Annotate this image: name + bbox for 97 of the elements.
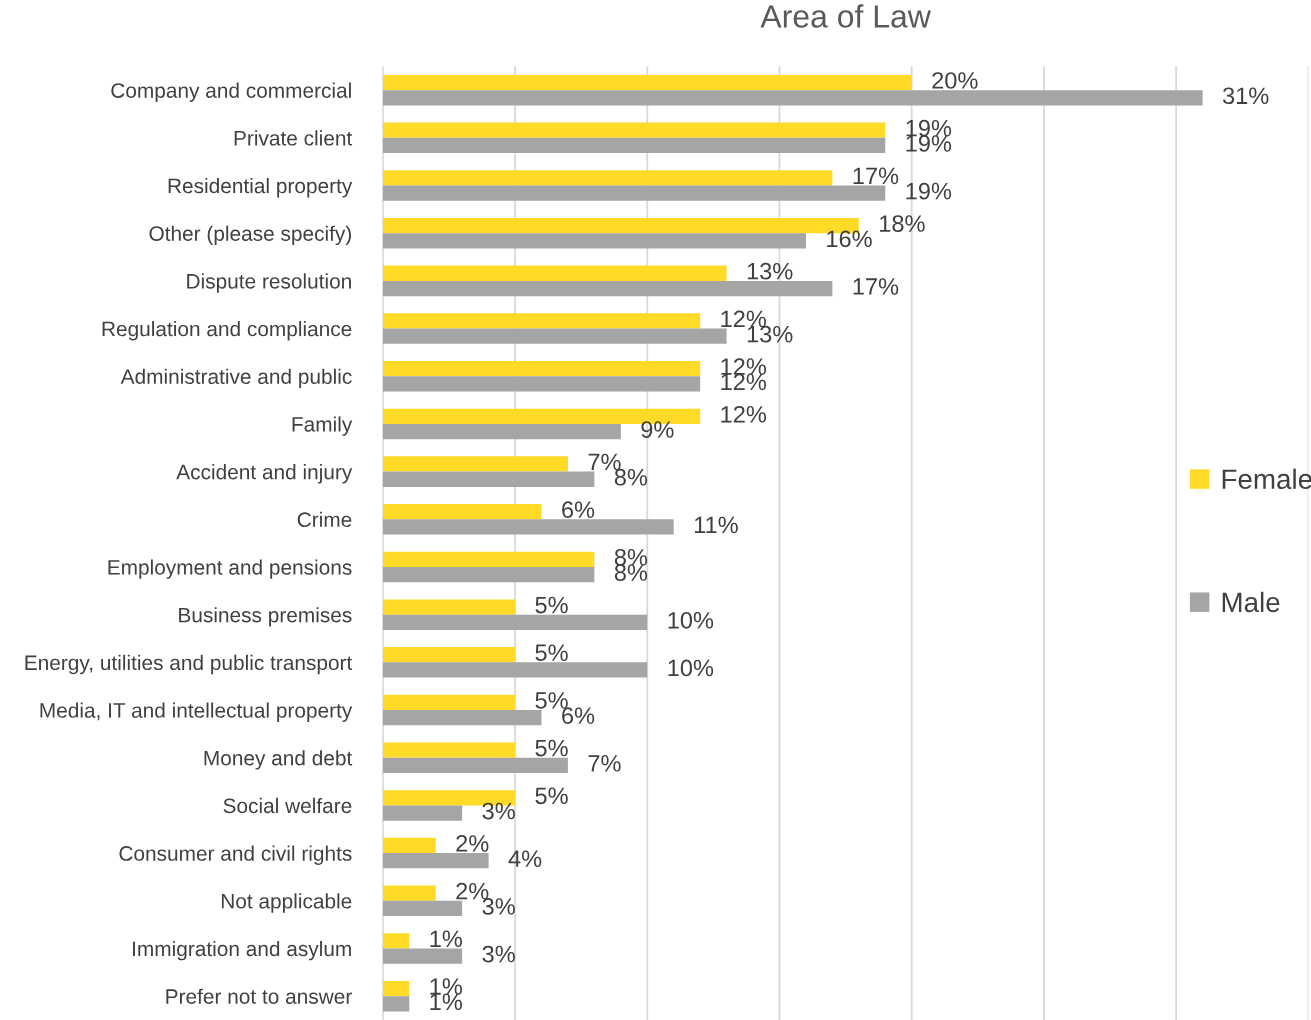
data-label: 6% xyxy=(562,501,595,519)
data-label: 16% xyxy=(827,230,872,248)
y-tick-label: Business premises xyxy=(179,607,352,627)
bar xyxy=(382,757,568,773)
y-tick-label: Immigration and asylum xyxy=(133,940,351,961)
data-label: 12% xyxy=(721,405,767,423)
bar xyxy=(382,662,648,678)
data-label: 9% xyxy=(641,421,674,438)
y-tick-label: Crime xyxy=(297,511,352,528)
data-label: 10% xyxy=(668,611,714,629)
data-label: 19% xyxy=(906,119,952,137)
bar xyxy=(382,742,516,758)
y-tick-label: Not applicable xyxy=(221,893,352,913)
bar xyxy=(382,933,410,949)
y-tick-label: Regulation and compliance xyxy=(102,321,352,341)
bar xyxy=(382,376,701,392)
data-label: 12% xyxy=(721,373,767,391)
data-label: 4% xyxy=(508,850,542,867)
y-tick-label: Residential property xyxy=(168,177,353,198)
y-tick-label: Private client xyxy=(234,130,353,146)
y-tick-label: Company and commercial xyxy=(111,82,351,103)
data-label: 12% xyxy=(721,358,767,375)
bar xyxy=(382,519,674,535)
bar xyxy=(382,233,806,249)
y-tick-label: Consumer and civil rights xyxy=(119,845,352,865)
bar xyxy=(382,471,595,487)
data-label: 8% xyxy=(614,548,648,566)
y-tick-label: Money and debt xyxy=(204,750,353,770)
data-label: 18% xyxy=(880,215,925,232)
data-label: 2% xyxy=(456,882,489,900)
bar xyxy=(382,837,436,854)
y-tick-label: Prefer not to answer xyxy=(166,988,352,1004)
chart-title: Area of Law xyxy=(760,4,931,28)
bar xyxy=(382,900,463,917)
data-label: 19% xyxy=(906,182,952,200)
bar xyxy=(382,328,727,344)
bar xyxy=(382,980,410,997)
bar xyxy=(382,423,621,440)
data-label: 3% xyxy=(482,802,515,820)
data-label: 3% xyxy=(482,945,515,963)
data-label: 5% xyxy=(535,596,568,614)
y-tick-label: Social welfare xyxy=(223,797,352,814)
data-label: 5% xyxy=(535,692,568,709)
bar xyxy=(382,360,701,377)
data-label: 1% xyxy=(430,930,462,948)
y-tick-label: Other (please specify) xyxy=(149,225,351,246)
bar xyxy=(382,265,727,281)
data-label: 2% xyxy=(456,835,489,852)
data-label: 7% xyxy=(588,755,621,772)
bar xyxy=(382,805,463,821)
data-label: 19% xyxy=(906,135,952,152)
legend-label: Male xyxy=(1222,591,1280,613)
bar xyxy=(382,614,648,630)
data-label: 17% xyxy=(853,167,899,185)
y-tick-label: Employment and pensions xyxy=(108,559,352,579)
data-label: 1% xyxy=(430,993,462,1011)
bar xyxy=(382,566,595,583)
bar xyxy=(382,647,516,663)
bar xyxy=(382,551,595,567)
bar xyxy=(382,74,912,91)
y-tick-label: Energy, utilities and public transport xyxy=(25,654,353,675)
bar xyxy=(382,885,436,901)
y-tick-label: Administrative and public xyxy=(120,368,352,389)
data-label: 17% xyxy=(853,278,899,295)
bar xyxy=(382,122,886,138)
bar xyxy=(382,710,542,726)
bar xyxy=(382,137,886,154)
bar xyxy=(382,170,833,186)
bar xyxy=(382,280,833,297)
data-label: 11% xyxy=(694,516,738,534)
bar xyxy=(382,456,568,472)
data-label: 5% xyxy=(535,787,568,805)
data-label: 3% xyxy=(482,898,515,915)
bar xyxy=(382,599,516,615)
data-label: 20% xyxy=(932,72,978,89)
data-label: 8% xyxy=(614,564,648,581)
data-label: 5% xyxy=(535,739,568,757)
data-label: 5% xyxy=(535,644,568,662)
data-label: 13% xyxy=(747,262,793,280)
bar xyxy=(382,694,516,711)
y-tick-label: Dispute resolution xyxy=(187,273,351,293)
bar xyxy=(382,185,886,201)
legend-label: Female xyxy=(1222,468,1311,490)
data-label: 31% xyxy=(1222,87,1269,105)
y-tick-label: Family xyxy=(292,416,353,436)
bar xyxy=(382,313,701,329)
data-label: 13% xyxy=(747,325,793,343)
data-label: 6% xyxy=(562,707,595,725)
bar xyxy=(382,996,410,1012)
data-label: 1% xyxy=(430,978,462,995)
y-tick-label: Accident and injury xyxy=(176,464,353,484)
bar xyxy=(382,853,489,869)
bar xyxy=(382,90,1203,106)
bar xyxy=(382,504,542,520)
data-label: 10% xyxy=(668,659,714,677)
bar xyxy=(382,948,463,964)
y-tick-label: Media, IT and intellectual property xyxy=(40,702,353,722)
